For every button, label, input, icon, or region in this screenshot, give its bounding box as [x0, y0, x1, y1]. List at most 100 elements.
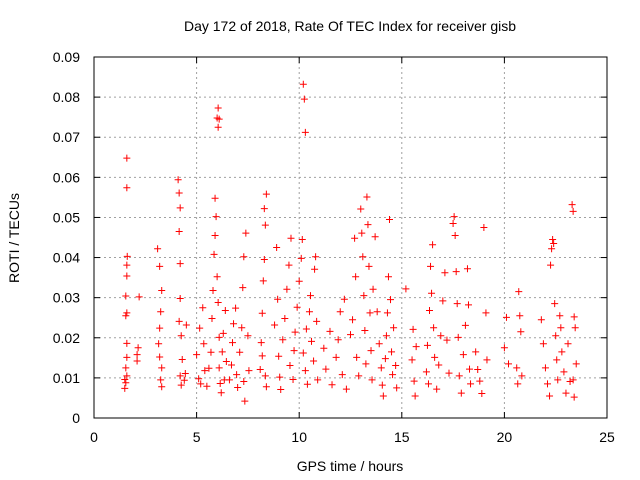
- data-point: [433, 385, 441, 393]
- y-tick-label: 0.04: [53, 250, 80, 266]
- data-point: [180, 376, 188, 384]
- data-point: [541, 364, 549, 372]
- axis-ticks: 0 5 10 15 20 25 0 0.01 0.02 0.03 0.04 0.05 0.06 0.07 0…: [53, 49, 615, 445]
- x-tick-label: 25: [599, 429, 615, 445]
- data-point: [257, 339, 265, 347]
- data-point: [259, 277, 267, 285]
- data-point: [157, 376, 165, 384]
- data-point: [463, 265, 471, 273]
- data-point: [121, 384, 129, 392]
- data-point: [279, 336, 287, 344]
- data-point: [299, 80, 307, 88]
- data-point: [480, 223, 488, 231]
- data-point: [281, 315, 289, 323]
- data-point: [214, 298, 222, 306]
- data-point: [299, 349, 307, 357]
- data-point: [482, 309, 490, 317]
- data-point: [320, 344, 328, 352]
- data-point: [353, 353, 361, 361]
- data-point: [478, 390, 486, 398]
- data-point: [347, 331, 354, 339]
- data-point: [123, 372, 131, 380]
- data-point: [123, 353, 131, 361]
- data-point: [213, 273, 221, 281]
- data-point: [551, 300, 559, 308]
- data-point: [221, 307, 229, 315]
- data-point: [349, 316, 357, 324]
- data-point: [311, 265, 319, 273]
- data-point: [560, 368, 568, 376]
- data-point: [203, 382, 211, 390]
- y-tick-label: 0.03: [53, 290, 80, 306]
- data-point: [393, 384, 401, 392]
- data-point: [200, 340, 208, 348]
- data-point: [365, 262, 373, 270]
- data-point: [302, 325, 310, 333]
- data-point: [215, 364, 223, 372]
- data-point: [312, 253, 320, 261]
- data-point: [476, 377, 484, 385]
- data-point: [290, 347, 298, 355]
- data-point: [553, 356, 561, 364]
- data-point: [455, 372, 463, 380]
- data-point: [387, 296, 395, 304]
- data-point: [176, 260, 184, 268]
- data-point: [443, 336, 451, 344]
- data-point: [298, 236, 306, 244]
- data-point: [175, 227, 183, 235]
- data-point: [342, 385, 350, 393]
- data-point: [242, 229, 250, 237]
- data-point: [459, 351, 467, 359]
- data-point: [371, 233, 379, 241]
- data-point: [287, 234, 295, 242]
- data-point: [289, 375, 297, 383]
- data-point: [158, 286, 166, 294]
- data-point: [445, 369, 453, 377]
- data-point: [408, 356, 416, 364]
- data-point: [310, 357, 318, 365]
- data-point: [543, 380, 551, 388]
- data-point: [174, 176, 182, 184]
- data-point: [210, 250, 218, 258]
- data-point: [276, 373, 284, 381]
- data-point: [517, 328, 525, 336]
- data-point: [454, 333, 462, 341]
- data-point: [409, 325, 417, 333]
- data-point: [215, 115, 223, 123]
- data-point: [297, 254, 305, 262]
- data-point: [502, 313, 510, 321]
- data-points: [121, 80, 580, 405]
- data-point: [177, 332, 185, 340]
- data-point: [300, 95, 308, 103]
- data-point: [217, 389, 225, 397]
- chart-title: Day 172 of 2018, Rate Of TEC Index for r…: [184, 18, 516, 34]
- data-point: [427, 262, 435, 270]
- data-point: [568, 201, 576, 209]
- data-point: [241, 397, 249, 405]
- x-tick-label: 5: [193, 429, 201, 445]
- data-point: [154, 245, 162, 253]
- data-point: [193, 351, 201, 359]
- data-point: [334, 336, 342, 344]
- data-point: [205, 364, 213, 372]
- y-tick-label: 0.09: [53, 49, 80, 65]
- data-point: [516, 312, 524, 320]
- data-point: [293, 303, 301, 311]
- data-point: [572, 360, 580, 368]
- data-point: [236, 348, 244, 356]
- data-point: [201, 367, 209, 375]
- data-point: [351, 234, 359, 242]
- data-point: [285, 261, 293, 269]
- data-point: [239, 284, 247, 292]
- data-point: [211, 194, 219, 202]
- data-point: [552, 332, 560, 340]
- data-point: [245, 367, 253, 375]
- data-point: [328, 381, 336, 389]
- data-point: [197, 380, 205, 388]
- data-point: [379, 392, 387, 400]
- data-point: [214, 123, 222, 131]
- data-point: [258, 309, 266, 317]
- data-point: [392, 361, 400, 369]
- data-point: [500, 344, 508, 352]
